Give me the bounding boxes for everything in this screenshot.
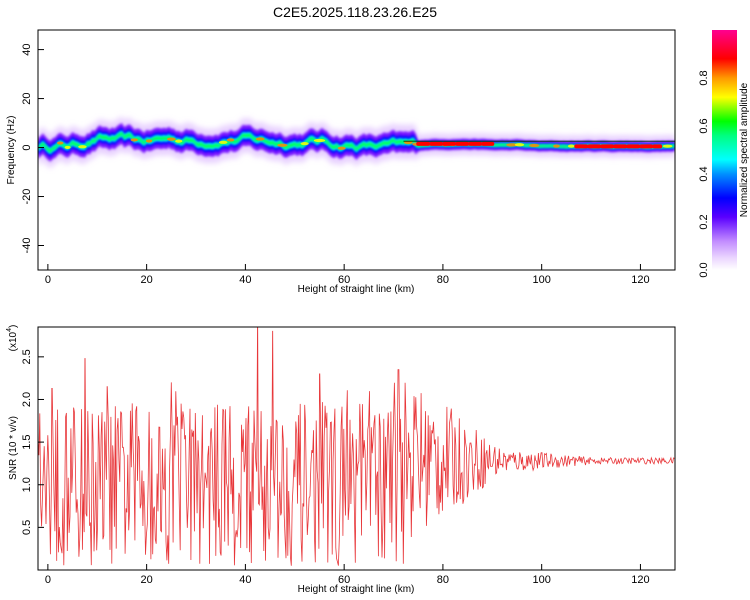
- x-tick-label: 60: [338, 274, 350, 286]
- x-tick-label: 0: [45, 274, 51, 286]
- spectrum-hot-spot: [226, 138, 235, 142]
- snr-scale-factor: (x104): [6, 325, 19, 352]
- figure-title: C2E5.2025.118.23.26.E25: [273, 4, 437, 20]
- spectrum-hot-spot: [567, 144, 575, 148]
- spectrum-hot-spot: [64, 145, 71, 150]
- spectrum-hot-spot: [130, 138, 138, 142]
- y-tick-label: 20: [21, 92, 33, 104]
- colorbar-label: Normalized spectral amplitude: [739, 82, 750, 217]
- spectrogram-x-label: Height of straight line (km): [298, 284, 415, 295]
- spectrum-hot-spot: [57, 141, 64, 145]
- spectrum-hot-spot: [255, 137, 265, 141]
- x-tick-label: 20: [141, 274, 153, 286]
- spectrum-hot-spot: [78, 145, 87, 149]
- colorbar-tick-label: 0.2: [698, 214, 710, 229]
- x-tick-label: 20: [141, 574, 153, 586]
- y-tick-label: 2.5: [21, 349, 33, 364]
- snr-y-label: SNR (10 * v/v): [8, 416, 19, 480]
- spectrum-hot-spot: [145, 139, 153, 143]
- spectrum-hot-spot: [506, 143, 518, 147]
- y-tick-label: 0.5: [21, 520, 33, 535]
- spectrogram-x-ticks: 0 20 40 60 80 100 120: [45, 264, 650, 286]
- spectrum-hot-spot: [514, 143, 525, 147]
- spectrum-mid-layer: [38, 127, 675, 158]
- snr-frame: [37, 326, 676, 571]
- spectrum-hot-spot: [300, 141, 309, 146]
- colorbar-tick-label: 0.6: [698, 118, 710, 133]
- x-tick-label: 120: [631, 274, 649, 286]
- y-tick-label: -20: [21, 189, 33, 205]
- spectrum-hot-spot: [166, 137, 176, 141]
- colorbar-tick-label: 0.8: [698, 70, 710, 85]
- x-tick-label: 0: [45, 574, 51, 586]
- spectrum-hot-spot: [529, 143, 540, 148]
- x-tick-label: 40: [239, 274, 251, 286]
- colorbar-tick-label: 0.4: [698, 166, 710, 181]
- snr-scale-label: (x10: [8, 331, 19, 351]
- spectrum-hot-spot: [403, 140, 413, 145]
- snr-panel: 0 20 40 60 80 100 120 0.5 1.0 1.5 2.0 2.5 Height o…: [6, 325, 676, 595]
- x-tick-label: 120: [631, 574, 649, 586]
- y-tick-label: 1.5: [21, 434, 33, 449]
- y-tick-label: 40: [21, 43, 33, 55]
- snr-scale-exponent: 4: [6, 328, 13, 332]
- spectrum-hot-spot: [218, 140, 228, 144]
- colorbar-tick-label: 0.0: [698, 262, 710, 277]
- x-tick-label: 80: [437, 274, 449, 286]
- spectrogram-panel: 0 20 40 60 80 100 120 -40 -20 0 20 40 Height of st…: [6, 29, 750, 295]
- spectrum-hot-spot: [175, 139, 183, 143]
- x-tick-label: 100: [532, 274, 550, 286]
- y-tick-label: 2.0: [21, 392, 33, 407]
- y-tick-label: -40: [21, 238, 33, 254]
- colorbar-ticks: 0.0 0.2 0.4 0.6 0.8: [698, 70, 710, 277]
- y-tick-label: 0: [21, 144, 33, 150]
- x-tick-label: 40: [239, 574, 251, 586]
- x-tick-label: 60: [338, 574, 350, 586]
- snr-series-line: [38, 327, 675, 566]
- spectrum-hot-spot: [553, 144, 560, 148]
- spectrum-hot-spot: [313, 138, 326, 143]
- x-tick-label: 100: [532, 574, 550, 586]
- spectrum-hot-spot: [662, 144, 673, 148]
- y-tick-label: 1.0: [21, 477, 33, 492]
- snr-x-ticks: 0 20 40 60 80 100 120: [45, 564, 650, 586]
- colorbar: [712, 30, 737, 270]
- spectrogram-y-label: Frequency (Hz): [6, 116, 17, 185]
- spectrogram-frame: [37, 29, 676, 271]
- spectrum-hot-spot: [277, 143, 288, 147]
- spectrum-peak-layer: [38, 132, 675, 153]
- spectrum-hot-spot: [337, 146, 346, 150]
- spectrogram-layers: [38, 116, 675, 169]
- x-tick-label: 80: [437, 574, 449, 586]
- snr-x-label: Height of straight line (km): [298, 584, 415, 595]
- spectrum-outer-layer: [38, 123, 675, 162]
- snr-y-ticks: 0.5 1.0 1.5 2.0 2.5: [21, 349, 44, 535]
- spectrogram-y-ticks: -40 -20 0 20 40: [21, 43, 44, 253]
- svg-text:(x104): (x104): [6, 325, 19, 352]
